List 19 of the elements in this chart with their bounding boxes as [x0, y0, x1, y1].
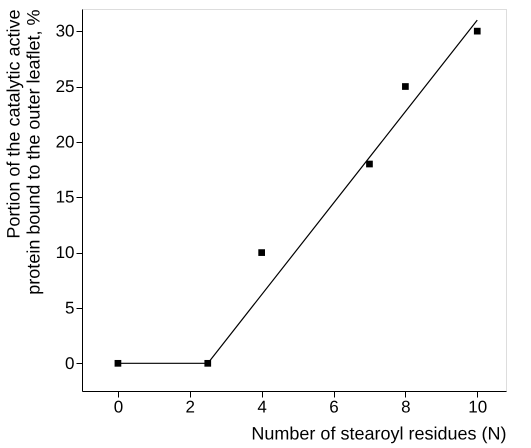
x-tick-label: 10	[468, 398, 488, 416]
point	[366, 160, 373, 168]
y-axis-title: Portion of the catalytic active protein bound to the outer leaflet, %	[4, 10, 44, 295]
x-tick-label: 6	[329, 398, 339, 416]
x-tick-label: 4	[257, 398, 267, 416]
y-tick-label: 15	[56, 188, 74, 207]
y-tick-label: 5	[65, 298, 74, 318]
point	[258, 249, 266, 256]
point	[474, 28, 481, 34]
x-axis-title: Number of stearoyl residues (N)	[251, 424, 506, 444]
y-tick-label: 10	[56, 243, 74, 262]
x-tick-label: 8	[401, 398, 411, 416]
x-tick-label: 0	[114, 398, 124, 416]
y-tick-label: 20	[56, 132, 74, 152]
x-tick-label: 2	[186, 398, 196, 416]
y-tick-label: 25	[56, 77, 74, 96]
y-tick-label: 30	[56, 22, 74, 41]
point	[402, 83, 409, 90]
y-tick-label: 0	[65, 354, 74, 373]
